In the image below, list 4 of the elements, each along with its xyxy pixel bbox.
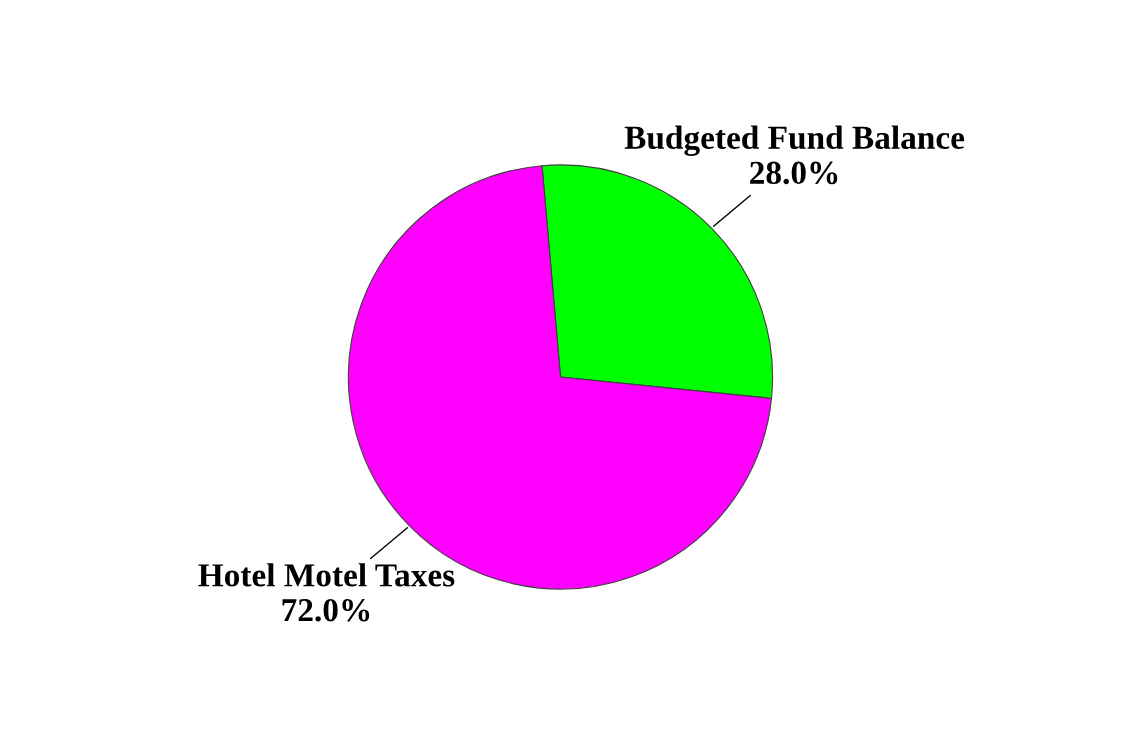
data-label: 72.0% — [282, 598, 370, 622]
slice-label: Budgeted Fund Balance — [624, 125, 965, 157]
data-label: 28.0% — [750, 161, 838, 185]
slice-label: Hotel Motel Taxes — [198, 563, 455, 587]
